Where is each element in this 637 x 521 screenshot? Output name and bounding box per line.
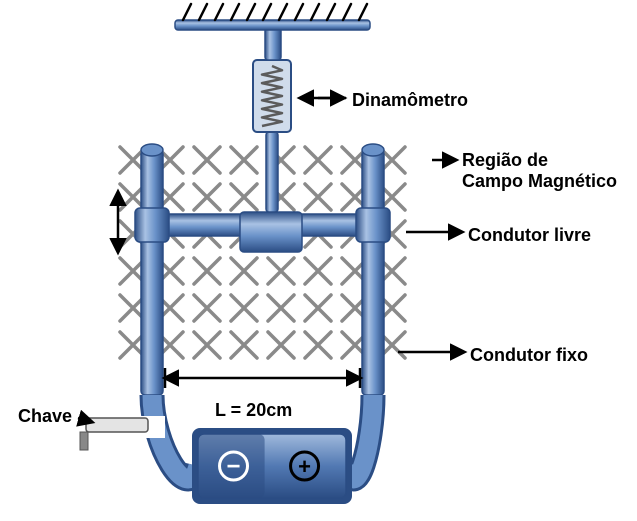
svg-text:+: + — [298, 454, 311, 479]
label-condutor-fixo: Condutor fixo — [470, 345, 588, 366]
label-dinamometro: Dinamômetro — [352, 90, 468, 111]
svg-text:−: − — [227, 453, 241, 480]
label-condutor-livre: Condutor livre — [468, 225, 591, 246]
label-campo: Região de Campo Magnético — [462, 150, 617, 192]
label-chave: Chave — [18, 406, 72, 427]
label-L: L = 20cm — [215, 400, 292, 421]
diagram-svg: −+ — [0, 0, 637, 521]
diagram-stage: { "canvas": { "width": 637, "height": 52… — [0, 0, 637, 521]
